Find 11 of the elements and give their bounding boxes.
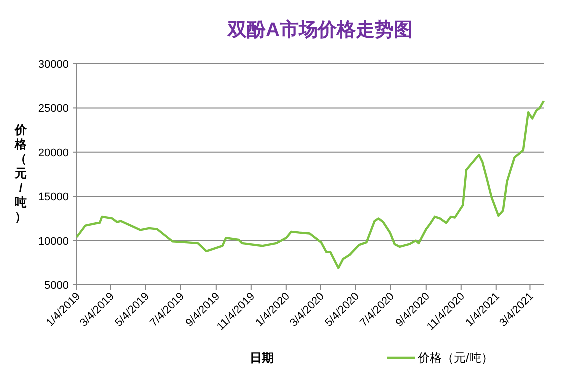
y-axis-title: 价格（元/吨） [14, 123, 28, 224]
y-tick-label: 25000 [38, 103, 69, 116]
y-tick-label: 20000 [38, 147, 69, 160]
y-tick-label: 30000 [38, 59, 69, 71]
y-tick-label: 15000 [38, 192, 69, 204]
y-tick-label: 5000 [44, 280, 69, 292]
x-axis-title: 日期 [250, 351, 274, 365]
chart-title: 双酚A市场价格走势图 [227, 19, 413, 41]
y-tick-label: 10000 [38, 236, 69, 248]
legend-label: 价格（元/吨） [417, 351, 494, 365]
line-series [76, 100, 546, 270]
